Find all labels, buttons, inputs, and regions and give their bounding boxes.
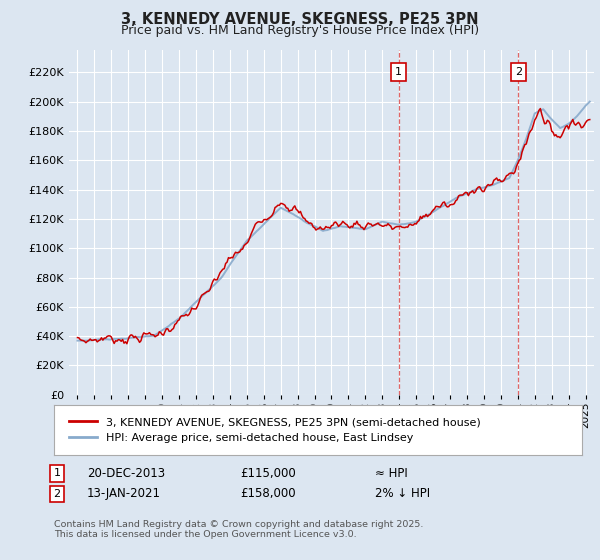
Text: £158,000: £158,000 bbox=[240, 487, 296, 501]
Text: Price paid vs. HM Land Registry's House Price Index (HPI): Price paid vs. HM Land Registry's House … bbox=[121, 24, 479, 36]
Text: 3, KENNEDY AVENUE, SKEGNESS, PE25 3PN: 3, KENNEDY AVENUE, SKEGNESS, PE25 3PN bbox=[121, 12, 479, 27]
Text: £115,000: £115,000 bbox=[240, 466, 296, 480]
Legend: 3, KENNEDY AVENUE, SKEGNESS, PE25 3PN (semi-detached house), HPI: Average price,: 3, KENNEDY AVENUE, SKEGNESS, PE25 3PN (s… bbox=[65, 413, 485, 447]
Text: Contains HM Land Registry data © Crown copyright and database right 2025.
This d: Contains HM Land Registry data © Crown c… bbox=[54, 520, 424, 539]
Text: 2: 2 bbox=[53, 489, 61, 499]
Text: 1: 1 bbox=[395, 67, 402, 77]
Text: 2: 2 bbox=[515, 67, 522, 77]
Text: 20-DEC-2013: 20-DEC-2013 bbox=[87, 466, 165, 480]
Text: ≈ HPI: ≈ HPI bbox=[375, 466, 408, 480]
Text: 13-JAN-2021: 13-JAN-2021 bbox=[87, 487, 161, 501]
Text: 2% ↓ HPI: 2% ↓ HPI bbox=[375, 487, 430, 501]
Text: 1: 1 bbox=[53, 468, 61, 478]
